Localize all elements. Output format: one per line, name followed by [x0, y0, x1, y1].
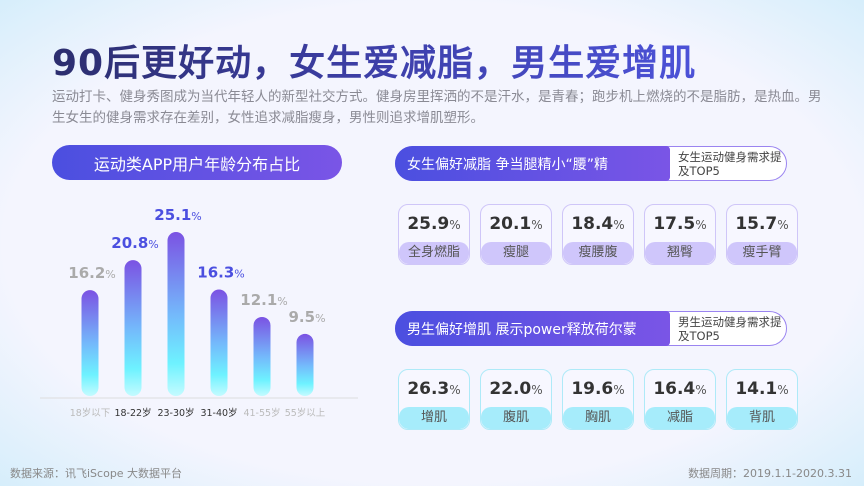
- value-number: 14.1: [735, 379, 778, 399]
- age-bar-chart: 16.2% 18岁以下 20.8% 18-22岁 25.1% 23-30岁 16.3% 31-…: [40, 206, 358, 419]
- percent-sign: %: [777, 218, 789, 232]
- value-number: 20.1: [489, 214, 532, 234]
- card-label: 减脂: [645, 407, 715, 429]
- x-tick-label: 18岁以下: [70, 407, 111, 419]
- female-card: 25.9% 全身燃脂: [398, 204, 470, 265]
- female-heading: 女生偏好减脂 争当腿精小“腰”精: [395, 146, 670, 181]
- card-value: 18.4%: [563, 214, 633, 234]
- male-card: 16.4% 减脂: [644, 369, 716, 430]
- percent-sign: %: [531, 383, 543, 397]
- value-number: 25.9: [407, 214, 450, 234]
- card-label: 翘臀: [645, 242, 715, 264]
- bar: [124, 260, 142, 396]
- card-label: 瘦腰腹: [563, 242, 633, 264]
- percent-sign: %: [695, 218, 707, 232]
- male-cards: 26.3% 增肌 22.0% 腹肌 19.6% 胸肌 16.4% 减脂 14.1% 背肌: [398, 369, 798, 430]
- female-card: 15.7% 瘦手臂: [726, 204, 798, 265]
- percent-sign: %: [449, 383, 461, 397]
- percent-sign: %: [613, 218, 625, 232]
- value-number: 18.4: [571, 214, 614, 234]
- female-section-header: 女生偏好减脂 争当腿精小“腰”精 女生运动健身需求提及TOP5: [395, 146, 787, 181]
- bar-value-label: 9.5%: [288, 308, 325, 326]
- male-side-label: 男生运动健身需求提及TOP5: [678, 315, 782, 343]
- card-label: 增肌: [399, 407, 469, 429]
- card-label: 瘦手臂: [727, 242, 797, 264]
- card-label: 瘦腿: [481, 242, 551, 264]
- bar: [167, 232, 185, 396]
- value-number: 15.7: [735, 214, 778, 234]
- percent-sign: %: [449, 218, 461, 232]
- female-card: 17.5% 翘臀: [644, 204, 716, 265]
- value-number: 26.3: [407, 379, 450, 399]
- data-period: 数据周期：2019.1.1-2020.3.31: [688, 467, 852, 480]
- card-label: 腹肌: [481, 407, 551, 429]
- male-card: 26.3% 增肌: [398, 369, 470, 430]
- male-section-header: 男生偏好增肌 展示power释放荷尔蒙 男生运动健身需求提及TOP5: [395, 311, 787, 346]
- bar: [81, 290, 99, 396]
- card-value: 14.1%: [727, 379, 797, 399]
- bar-value-label: 16.3%: [197, 263, 244, 281]
- x-tick-label: 41-55岁: [243, 407, 280, 419]
- x-tick-label: 31-40岁: [200, 407, 237, 419]
- x-tick-label: 23-30岁: [157, 407, 194, 419]
- card-value: 26.3%: [399, 379, 469, 399]
- intro-text: 运动打卡、健身秀图成为当代年轻人的新型社交方式。健身房里挥洒的不是汗水，是青春；…: [52, 89, 822, 126]
- x-tick-label: 55岁以上: [285, 407, 326, 419]
- female-cards: 25.9% 全身燃脂 20.1% 瘦腿 18.4% 瘦腰腹 17.5% 翘臀 15.7% 瘦手臂: [398, 204, 798, 265]
- percent-sign: %: [777, 383, 789, 397]
- card-value: 15.7%: [727, 214, 797, 234]
- male-card: 19.6% 胸肌: [562, 369, 634, 430]
- female-card: 20.1% 瘦腿: [480, 204, 552, 265]
- value-number: 17.5: [653, 214, 696, 234]
- data-source: 数据来源：讯飞iScope 大数据平台: [10, 467, 183, 480]
- x-tick-label: 18-22岁: [114, 407, 151, 419]
- page-title: 90后更好动，女生爱减脂，男生爱增肌: [52, 34, 696, 86]
- bar: [296, 333, 314, 396]
- bar: [210, 289, 228, 396]
- chart-title: 运动类APP用户年龄分布占比: [52, 145, 342, 180]
- card-label: 胸肌: [563, 407, 633, 429]
- value-number: 22.0: [489, 379, 532, 399]
- card-value: 22.0%: [481, 379, 551, 399]
- bar-value-label: 20.8%: [111, 234, 158, 252]
- female-side-label: 女生运动健身需求提及TOP5: [678, 150, 782, 178]
- card-value: 20.1%: [481, 214, 551, 234]
- bar-value-label: 12.1%: [240, 291, 287, 309]
- percent-sign: %: [531, 218, 543, 232]
- bar-value-label: 16.2%: [68, 264, 115, 282]
- female-card: 18.4% 瘦腰腹: [562, 204, 634, 265]
- male-card: 22.0% 腹肌: [480, 369, 552, 430]
- percent-sign: %: [613, 383, 625, 397]
- bar: [253, 316, 271, 396]
- card-label: 全身燃脂: [399, 242, 469, 264]
- card-value: 25.9%: [399, 214, 469, 234]
- value-number: 19.6: [571, 379, 614, 399]
- male-heading: 男生偏好增肌 展示power释放荷尔蒙: [395, 311, 670, 346]
- card-value: 17.5%: [645, 214, 715, 234]
- card-value: 16.4%: [645, 379, 715, 399]
- value-number: 16.4: [653, 379, 696, 399]
- card-label: 背肌: [727, 407, 797, 429]
- percent-sign: %: [695, 383, 707, 397]
- male-card: 14.1% 背肌: [726, 369, 798, 430]
- card-value: 19.6%: [563, 379, 633, 399]
- bar-value-label: 25.1%: [154, 206, 201, 224]
